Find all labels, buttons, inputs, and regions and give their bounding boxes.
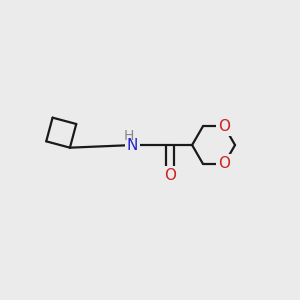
Text: O: O [218,119,230,134]
Text: N: N [127,137,138,152]
Text: H: H [123,129,134,143]
Text: O: O [164,168,176,183]
Text: O: O [218,156,230,171]
